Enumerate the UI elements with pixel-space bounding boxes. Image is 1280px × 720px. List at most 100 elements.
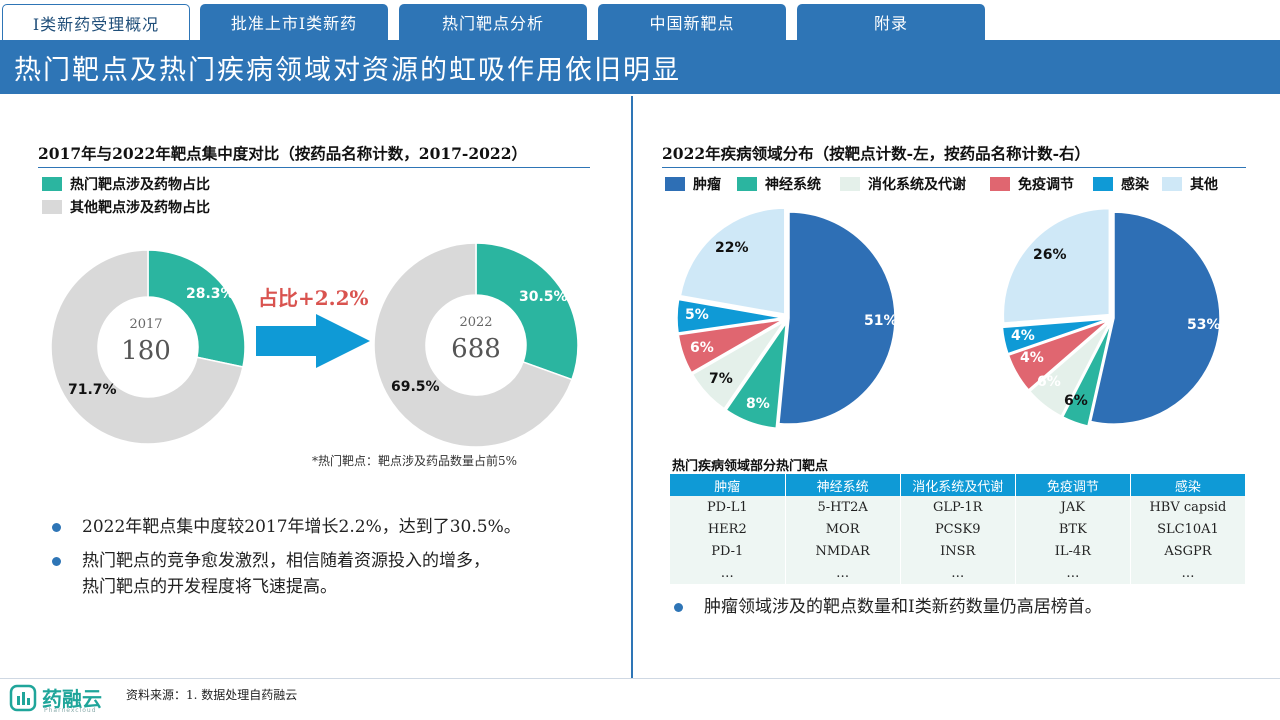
- table-cell: …: [785, 562, 901, 584]
- tab-china-new-targets[interactable]: 中国新靶点: [598, 4, 786, 40]
- legend-swatch-immune: [990, 177, 1010, 191]
- table-cell: HBV capsid: [1130, 496, 1247, 518]
- tab-applications-overview[interactable]: I类新药受理概况: [2, 4, 190, 40]
- table-cell: IL-4R: [1015, 540, 1131, 562]
- pie-slice-0: [475, 242, 579, 381]
- pie-right-label-digest: 6%: [1064, 393, 1088, 409]
- pie-slice-1: [50, 249, 244, 445]
- pie-slice-4: [676, 298, 784, 334]
- hot-target-footnote: *热门靶点：靶点涉及药品数量占前5%: [312, 454, 518, 468]
- column-divider: [631, 96, 633, 678]
- arrow-label: 占比+2.2%: [258, 286, 369, 310]
- pie-left-label-immune: 6%: [690, 340, 714, 356]
- table-cell: GLP-1R: [900, 496, 1016, 518]
- bullet-dot: [674, 603, 683, 612]
- table-row: … … … … …: [670, 562, 1247, 584]
- donut-2017-hot-label: 28.3%: [186, 286, 235, 302]
- table-cell: JAK: [1015, 496, 1131, 518]
- legend-etc: 其他: [1162, 174, 1218, 194]
- legend-swatch-other: [42, 200, 62, 214]
- pie-slice-1: [373, 242, 573, 448]
- footer-logo-text: 药融云: [42, 687, 102, 711]
- table-cell: …: [1015, 562, 1131, 584]
- table-header: 感染: [1130, 474, 1247, 496]
- hot-targets-table: 肿瘤 神经系统 消化系统及代谢 免疫调节 感染 PD-L1 5-HT2A GLP…: [670, 474, 1247, 584]
- donut-2022-count: 688: [451, 334, 501, 364]
- pie-by-drug: [1001, 207, 1221, 427]
- pie-slice-2: [1028, 321, 1111, 418]
- legend-swatch-infect: [1093, 177, 1113, 191]
- pie-slice-4: [1001, 318, 1109, 355]
- footer-divider: [0, 678, 1280, 679]
- table-cell: 5-HT2A: [785, 496, 901, 518]
- donut-2022: [373, 242, 579, 448]
- pie-left-label-tumor: 51%: [864, 313, 898, 329]
- pie-slice-0: [1089, 211, 1221, 425]
- table-header: 消化系统及代谢: [900, 474, 1016, 496]
- table-header: 神经系统: [785, 474, 901, 496]
- table-cell: NMDAR: [785, 540, 901, 562]
- legend-swatch-tumor: [665, 177, 685, 191]
- pie-right-label-infect: 4%: [1011, 328, 1035, 344]
- legend-digest: 消化系统及代谢: [840, 174, 966, 194]
- legend-swatch-hot: [42, 177, 62, 191]
- table-row: HER2 MOR PCSK9 BTK SLC10A1: [670, 518, 1247, 540]
- pie-slice-0: [147, 249, 246, 368]
- top-tabs: I类新药受理概况 批准上市I类新药 热门靶点分析 中国新靶点 附录: [0, 0, 1280, 40]
- pie-left-label-infect: 5%: [685, 307, 709, 323]
- pie-by-target: [676, 207, 896, 430]
- pie-slice-5: [679, 207, 786, 316]
- pie-right-label-etc: 26%: [1033, 247, 1067, 263]
- legend-swatch-etc: [1162, 177, 1182, 191]
- footer-logo-subtext: Pharnexcloud: [44, 707, 97, 714]
- pie-right-label-immune: 6%: [1037, 374, 1061, 390]
- bullet-dot: [52, 523, 61, 532]
- tab-hot-targets[interactable]: 热门靶点分析: [399, 4, 587, 40]
- tab-approved-drugs[interactable]: 批准上市I类新药: [200, 4, 388, 40]
- left-bullet-2: 热门靶点的竞争愈发激烈，相信随着资源投入的增多，: [52, 546, 612, 576]
- right-bullet: 肿瘤领域涉及的靶点数量和I类新药数量仍高居榜首。: [674, 592, 1264, 622]
- data-source: 资料来源：1. 数据处理自药融云: [126, 688, 298, 702]
- legend-tumor: 肿瘤: [665, 174, 721, 194]
- pie-right-label-neuro: 4%: [1020, 350, 1044, 366]
- pie-slice-1: [725, 319, 788, 430]
- table-header: 免疫调节: [1015, 474, 1131, 496]
- table-cell: PD-L1: [670, 496, 786, 518]
- left-bullet-2-cont: 热门靶点的开发程度将飞速提高。: [82, 577, 337, 597]
- pie-right-label-tumor: 53%: [1187, 317, 1221, 333]
- arrow-right-icon: [256, 314, 370, 368]
- donut-2017-other-label: 71.7%: [68, 382, 117, 398]
- pie-slice-3: [677, 318, 784, 374]
- pharnexcloud-logo-icon: [9, 684, 37, 712]
- table-row: PD-L1 5-HT2A GLP-1R JAK HBV capsid: [670, 496, 1247, 518]
- table-cell: …: [1130, 562, 1247, 584]
- table-cell: …: [670, 562, 786, 584]
- legend-swatch-neuro: [737, 177, 757, 191]
- left-section-title: 2017年与2022年靶点集中度对比（按药品名称计数，2017-2022）: [38, 142, 590, 168]
- table-cell: SLC10A1: [1130, 518, 1247, 540]
- bullet-dot: [52, 557, 61, 566]
- donut-2022-other-label: 69.5%: [391, 379, 440, 395]
- table-cell: BTK: [1015, 518, 1131, 540]
- legend-neuro: 神经系统: [737, 174, 821, 194]
- table-header: 肿瘤: [670, 474, 786, 496]
- legend-hot: 热门靶点涉及药物占比: [42, 174, 210, 194]
- pie-left-label-etc: 22%: [715, 240, 749, 256]
- table-cell: INSR: [900, 540, 1016, 562]
- table-cell: HER2: [670, 518, 786, 540]
- legend-other-label: 其他靶点涉及药物占比: [70, 200, 210, 216]
- left-bullet-1: 2022年靶点集中度较2017年增长2.2%，达到了30.5%。: [52, 512, 612, 542]
- tab-appendix[interactable]: 附录: [797, 4, 985, 40]
- donut-2017-count: 180: [121, 336, 171, 366]
- table-cell: ASGPR: [1130, 540, 1247, 562]
- table-row: PD-1 NMDAR INSR IL-4R ASGPR: [670, 540, 1247, 562]
- pie-left-label-digest: 7%: [709, 371, 733, 387]
- donut-2022-year: 2022: [459, 315, 493, 330]
- legend-infect: 感染: [1093, 174, 1149, 194]
- pie-slice-0: [778, 211, 896, 425]
- legend-swatch-digest: [840, 177, 860, 191]
- pie-slice-3: [1007, 319, 1110, 391]
- pie-left-label-neuro: 8%: [746, 396, 770, 412]
- right-section-title: 2022年疾病领域分布（按靶点计数-左，按药品名称计数-右）: [662, 142, 1246, 168]
